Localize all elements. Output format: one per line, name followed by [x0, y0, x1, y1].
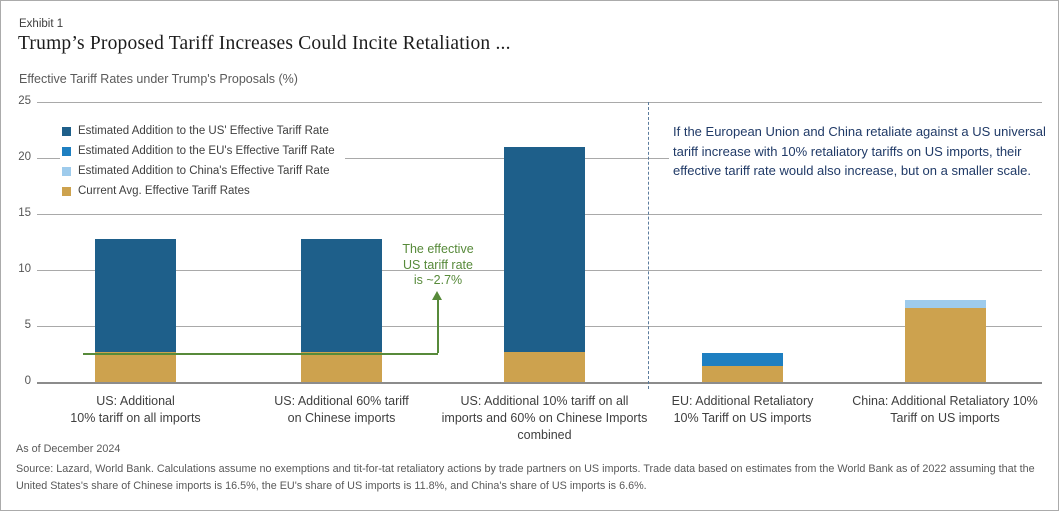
y-axis-tick-label-10: 10	[18, 263, 31, 276]
x-axis-category-label-0: US: Additional 10% tariff on all imports	[70, 394, 201, 425]
y-axis-tick-label-5: 5	[24, 319, 31, 332]
effective-rate-annotation: The effective US tariff rate is ~2.7%	[402, 242, 474, 287]
legend-swatch-eu-addition	[62, 146, 71, 156]
bar-segment-us-addition-cat0	[95, 238, 176, 352]
page-title: Trump’s Proposed Tariff Increases Could …	[18, 33, 511, 54]
legend-label-us-addition: Estimated Addition to the US' Effective …	[78, 125, 329, 137]
bar-segment-current-avg-cat0	[95, 351, 176, 382]
bar-segment-eu-addition-cat3	[702, 352, 783, 367]
source-note: Source: Lazard, World Bank. Calculations…	[16, 463, 1035, 492]
x-axis-category-label-2: US: Additional 10% tariff on all imports …	[441, 394, 648, 442]
bar-segment-us-addition-cat1	[301, 238, 382, 352]
exhibit-number: Exhibit 1	[19, 18, 64, 30]
bar-segment-current-avg-cat4	[904, 308, 986, 382]
bar-segment-current-avg-cat1	[301, 351, 382, 382]
retaliation-annotation: If the European Union and China retaliat…	[669, 120, 1055, 183]
legend-label-current-avg: Current Avg. Effective Tariff Rates	[78, 185, 250, 197]
x-axis-category-label-1: US: Additional 60% tariff on Chinese impo…	[274, 394, 409, 425]
bar-segment-china-addition-cat4	[904, 300, 986, 309]
annotation-arrow-up-icon	[432, 291, 442, 300]
legend-item-eu-addition: Estimated Addition to the EU's Effective…	[62, 141, 335, 161]
legend-swatch-current-avg	[62, 186, 71, 196]
bar-segment-us-addition-cat2	[504, 147, 585, 352]
chart-subtitle: Effective Tariff Rates under Trump's Pro…	[19, 72, 298, 86]
bar-segment-current-avg-cat2	[504, 351, 585, 382]
annotation-arrow-stem	[437, 300, 439, 353]
legend-label-eu-addition: Estimated Addition to the EU's Effective…	[78, 145, 335, 157]
current-rate-reference-line	[83, 353, 438, 355]
legend-item-current-avg: Current Avg. Effective Tariff Rates	[62, 181, 335, 201]
gridline-0	[37, 382, 1042, 384]
chart-legend: Estimated Addition to the US' Effective …	[60, 119, 345, 203]
y-axis-tick-label-25: 25	[18, 95, 31, 108]
legend-label-china-addition: Estimated Addition to China's Effective …	[78, 165, 330, 177]
y-axis-tick-label-15: 15	[18, 207, 31, 220]
as-of-date: As of December 2024	[16, 443, 121, 455]
legend-swatch-china-addition	[62, 166, 71, 176]
x-axis-category-label-4: China: Additional Retaliatory 10% Tariff …	[852, 394, 1038, 425]
x-axis-category-label-3: EU: Additional Retaliatory 10% Tariff on …	[671, 394, 814, 425]
y-axis-tick-label-20: 20	[18, 151, 31, 164]
legend-item-us-addition: Estimated Addition to the US' Effective …	[62, 121, 335, 141]
legend-item-china-addition: Estimated Addition to China's Effective …	[62, 161, 335, 181]
legend-swatch-us-addition	[62, 126, 71, 136]
retaliation-divider-dashed-line	[648, 102, 649, 389]
gridline-25	[37, 102, 1042, 104]
y-axis-tick-label-0: 0	[24, 375, 31, 387]
bar-segment-current-avg-cat3	[702, 366, 783, 382]
